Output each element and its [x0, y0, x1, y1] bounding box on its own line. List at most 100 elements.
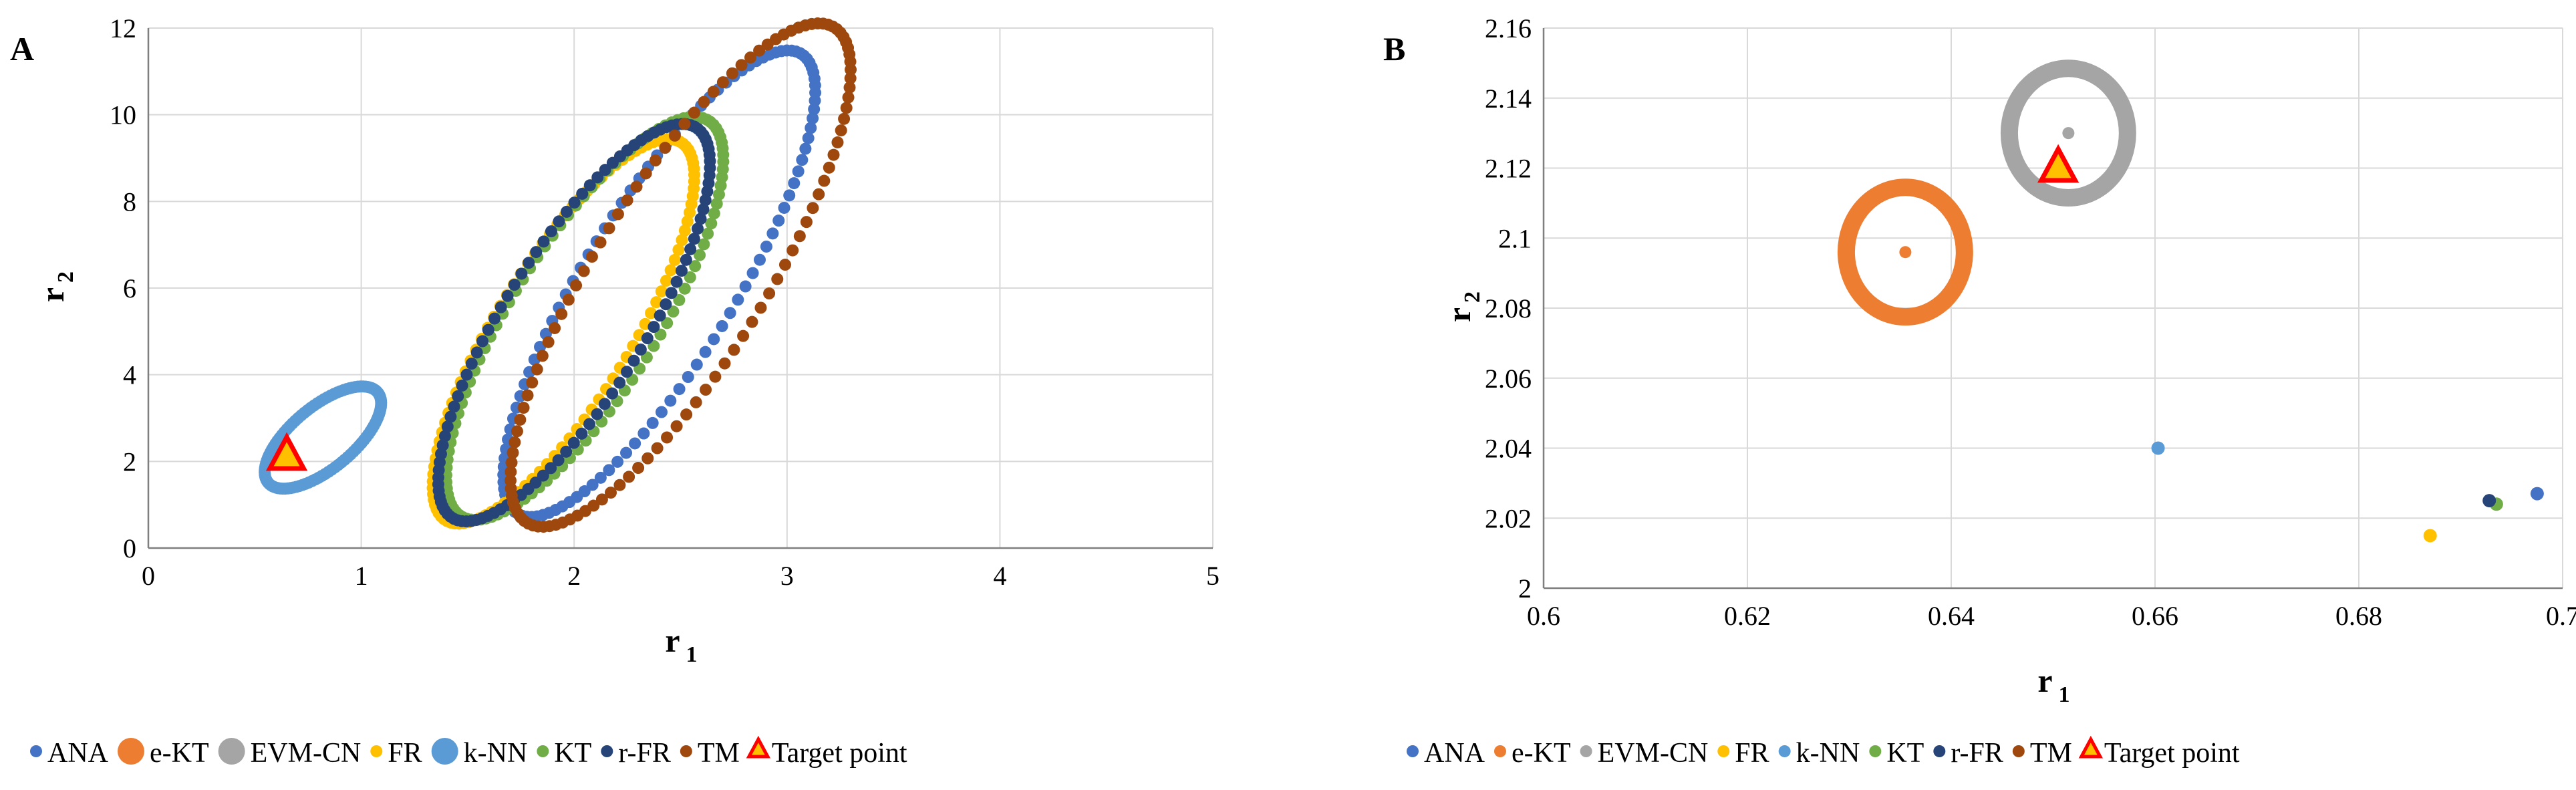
- panel-b: B 0.6 0.62 0.64 0.66 0.68 0.7 2 2.02 2.04 2.06 2.08…: [1383, 13, 2576, 769]
- legend-label: r-FR: [1951, 738, 2003, 769]
- data-point: [545, 225, 557, 238]
- y-tick-label: 2.1: [1498, 223, 1532, 253]
- data-point: [650, 296, 663, 309]
- data-point: [514, 413, 527, 426]
- data-point: [771, 273, 784, 285]
- data-point: [552, 454, 565, 467]
- data-point: [549, 321, 561, 334]
- y-tick-label: 2: [1518, 573, 1532, 604]
- data-point: [716, 76, 729, 89]
- data-point: [690, 358, 703, 371]
- ring-marker: [2000, 59, 2136, 207]
- data-point: [530, 246, 543, 259]
- data-point: [460, 368, 473, 381]
- data-point: [639, 167, 652, 180]
- data-point: [707, 86, 720, 98]
- legend: ANA e-KT EVM-CN FR k-NN KT r-FR TM Target point: [30, 735, 907, 769]
- data-point: [537, 235, 550, 248]
- x-axis-label-sub: 1: [686, 642, 698, 667]
- data-point: [648, 321, 660, 334]
- legend-item: ANA: [1407, 738, 1485, 769]
- data-point: [517, 402, 530, 414]
- data-point: [369, 384, 382, 396]
- data-point: [555, 307, 568, 320]
- data-point: [840, 102, 853, 114]
- legend-item: r-FR: [1933, 738, 2003, 769]
- data-point: [465, 358, 478, 370]
- data-point: [792, 165, 805, 178]
- legend-marker: [1407, 745, 1419, 757]
- data-point: [488, 312, 501, 325]
- data-point: [521, 389, 534, 402]
- data-point: [667, 305, 680, 318]
- data-point: [708, 207, 720, 220]
- data-point: [654, 309, 666, 322]
- data-point: [553, 215, 565, 228]
- data-point: [673, 293, 686, 306]
- data-point: [710, 197, 723, 210]
- legend-item: KT: [1869, 738, 1924, 769]
- data-point: [735, 59, 748, 72]
- data-point: [575, 427, 588, 440]
- plot-area: [259, 17, 857, 533]
- data-point: [697, 203, 710, 216]
- data-point: [537, 469, 549, 482]
- data-point: [684, 271, 696, 283]
- data-point: [835, 124, 847, 137]
- data-point: [621, 194, 633, 207]
- data-point: [692, 223, 704, 235]
- series-evm-cn: [2000, 59, 2136, 207]
- data-point: [778, 259, 791, 271]
- data-point: [763, 287, 776, 300]
- legend-marker: [218, 738, 245, 765]
- data-point: [772, 215, 785, 227]
- data-point: [708, 333, 720, 346]
- y-tick-label: 4: [123, 360, 136, 390]
- data-point: [545, 462, 557, 475]
- panel-label: B: [1383, 30, 1405, 68]
- data-point: [634, 343, 647, 356]
- x-tick-label: 0.6: [1527, 601, 1560, 631]
- x-axis-label: r: [2037, 662, 2052, 699]
- legend-item: e-KT: [118, 738, 209, 769]
- data-point: [684, 243, 697, 255]
- legend-marker: [431, 738, 458, 765]
- legend-label: e-KT: [1512, 738, 1571, 769]
- legend-label: KT: [1886, 738, 1924, 769]
- data-point: [604, 487, 617, 499]
- data-point: [827, 148, 840, 161]
- y-axis-label: r: [1440, 307, 1477, 322]
- data-point: [531, 363, 543, 376]
- legend-label: KT: [554, 738, 591, 769]
- data-point: [661, 431, 674, 444]
- data-point: [761, 38, 774, 51]
- series-r-fr: [2482, 494, 2496, 508]
- data-point: [661, 317, 674, 330]
- x-tick-label: 3: [780, 561, 794, 591]
- data-point: [441, 420, 454, 433]
- legend-item: ANA: [30, 738, 109, 769]
- data-point: [807, 202, 819, 215]
- x-tick-label: 0.62: [1724, 601, 1771, 631]
- data-point: [448, 400, 460, 413]
- legend-marker: [537, 745, 549, 757]
- series-k-nn: [2151, 441, 2165, 455]
- legend-marker: [118, 738, 144, 765]
- series-r-fr: [432, 118, 716, 528]
- series-tm: [504, 17, 857, 533]
- panel-label: A: [10, 30, 34, 68]
- data-point: [586, 479, 599, 491]
- data-point: [623, 471, 635, 483]
- data-point: [641, 452, 654, 465]
- data-point: [718, 357, 731, 370]
- data-point: [508, 279, 521, 291]
- legend-label: r-FR: [618, 738, 671, 769]
- data-point: [536, 350, 549, 362]
- data-point: [665, 287, 678, 299]
- data-point: [668, 129, 681, 142]
- data-point: [746, 267, 759, 279]
- data-point: [796, 154, 809, 166]
- data-point: [739, 280, 752, 293]
- data-point: [844, 72, 857, 85]
- x-tick-label: 4: [993, 561, 1006, 591]
